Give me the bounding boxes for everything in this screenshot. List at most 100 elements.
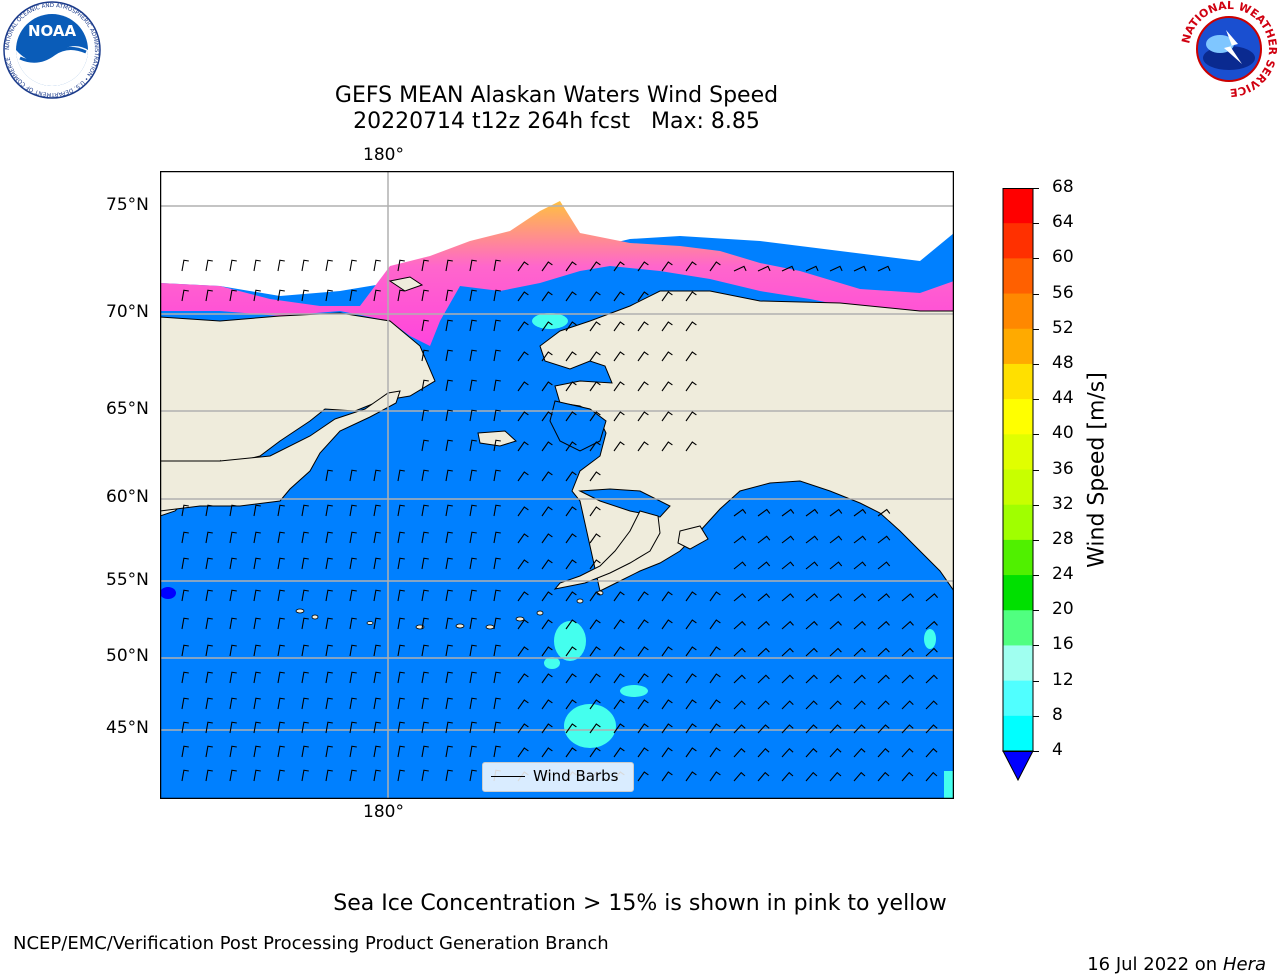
wind-barb [421, 319, 429, 332]
wind-barb [613, 747, 625, 758]
wind-barb [661, 673, 673, 684]
wind-barb [781, 724, 794, 734]
wind-barb [877, 748, 890, 758]
wind-barb [637, 699, 649, 710]
colorbar-segment [1003, 680, 1033, 717]
bristol-bay [578, 488, 671, 518]
wind-barb [517, 506, 529, 517]
wind-barb [229, 644, 237, 657]
wind-barb [637, 771, 649, 782]
wind-barb [205, 531, 213, 544]
colorbar-tick-label: 40 [1052, 423, 1074, 444]
wind-barb [373, 504, 381, 517]
colorbar-tick-mark [1033, 293, 1039, 295]
wind-barb [445, 745, 453, 758]
wind-barb [781, 265, 795, 272]
colorbar-tick-mark [1033, 188, 1039, 189]
colorbar-segment [1003, 504, 1033, 541]
wind-barb [541, 261, 553, 272]
wind-barb [253, 745, 261, 758]
wind-barb [589, 321, 601, 332]
wind-barb [661, 771, 673, 782]
lat-label-75: 75°N [106, 195, 149, 215]
wind-barb [541, 351, 553, 362]
colorbar-segment [1003, 399, 1033, 435]
wind-barb [877, 771, 890, 782]
wind-barb [901, 771, 914, 782]
wind-barb [829, 700, 842, 710]
wind-barb [205, 504, 213, 517]
wind-barb [877, 265, 891, 272]
wind-barb [493, 644, 501, 657]
wind-barb [589, 646, 601, 657]
wind-barb [829, 771, 842, 782]
wind-barb [853, 620, 866, 630]
wind-barb [253, 617, 261, 630]
wind-barb [469, 644, 477, 657]
wind-barb [349, 617, 357, 630]
wind-barb [445, 379, 453, 392]
wind-8-12-patches [532, 313, 954, 799]
wind-barb [637, 291, 649, 302]
wind-barb [685, 673, 697, 684]
wind-barb [325, 469, 333, 482]
wind-barb [373, 697, 381, 710]
wind-barb [853, 700, 866, 710]
wind-barb [301, 259, 309, 272]
wind-barb [541, 559, 553, 570]
wind-barb [181, 259, 189, 272]
wind-barb [877, 700, 890, 710]
wind-barb [805, 535, 819, 544]
colorbar-tick-mark [1033, 258, 1039, 260]
wind-barb [637, 321, 649, 332]
wind-barb [541, 471, 553, 482]
wind-barb [613, 291, 625, 302]
wind-barb [901, 620, 914, 630]
wind-barb [469, 617, 477, 630]
wind-barb [853, 771, 866, 782]
wind-barb [589, 291, 601, 302]
wind-barb [805, 561, 819, 570]
wind-barb [709, 261, 721, 272]
colorbar-tick-mark [1033, 434, 1039, 436]
wind-barb [757, 561, 771, 570]
colorbar-tick-mark [1033, 680, 1039, 682]
wind-barb [565, 441, 577, 452]
wind-barb [229, 769, 237, 782]
wind-barb [181, 504, 189, 517]
wind-barb [181, 769, 189, 782]
wind-barb [517, 747, 529, 758]
wind-barb [685, 747, 697, 758]
lat-label-50: 50°N [106, 646, 149, 666]
wind-barb [205, 589, 213, 602]
wind-barb [205, 259, 213, 272]
wind-barb [517, 381, 529, 392]
wind-barb [661, 351, 673, 362]
wind-barb [685, 321, 697, 332]
wind-barb [469, 289, 477, 302]
wind-barb [373, 289, 381, 302]
wind-barb [661, 261, 673, 272]
wind-barb [685, 291, 697, 302]
wind-barb [757, 771, 770, 782]
wind-barb [541, 646, 553, 657]
wind-barb [757, 535, 771, 544]
wind-barb [613, 261, 625, 272]
wind-barb [853, 561, 867, 570]
wind-barb [781, 674, 794, 684]
wind-barb [277, 745, 285, 758]
wind-barb [709, 619, 721, 630]
wind-barb [613, 381, 625, 392]
lat-label-45: 45°N [106, 718, 149, 738]
wind-barb [733, 535, 747, 544]
wind-barb [373, 531, 381, 544]
wind-barb [445, 617, 453, 630]
wind-barb [805, 647, 818, 657]
wind-barb [349, 531, 357, 544]
wind-barb [397, 697, 405, 710]
wind-barb [421, 504, 429, 517]
wind-barb [589, 351, 601, 362]
wind-barb [421, 697, 429, 710]
wind-barb [349, 589, 357, 602]
wind-barb [517, 533, 529, 544]
